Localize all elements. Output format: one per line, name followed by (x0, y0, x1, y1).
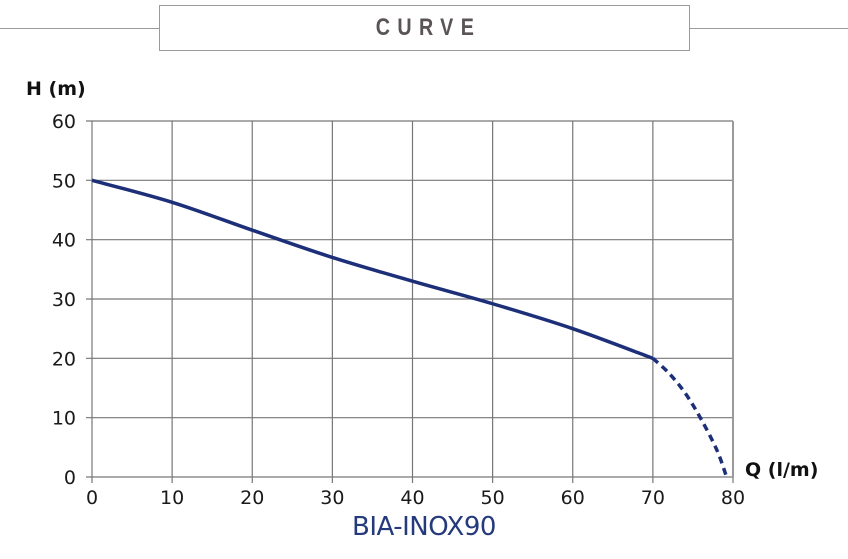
model-label: BIA-INOX90 (352, 512, 496, 542)
y-tick-label: 30 (52, 289, 76, 311)
x-tick-label: 40 (400, 487, 424, 509)
y-tick-label: 40 (52, 230, 76, 252)
header-rule-left (0, 28, 160, 29)
pump-curve-dashed (651, 357, 729, 478)
y-tick-label: 0 (64, 467, 76, 489)
x-tick-label: 70 (641, 487, 665, 509)
x-tick-label: 10 (160, 487, 184, 509)
pump-curve-solid (91, 178, 654, 360)
x-tick-label: 80 (721, 487, 745, 509)
y-tick-label: 20 (52, 348, 76, 370)
x-tick-label: 20 (240, 487, 264, 509)
x-tick-label: 0 (86, 487, 98, 509)
chart-title: CURVE (375, 14, 481, 41)
x-axis-label: Q (l/m) (745, 459, 818, 481)
x-tick-label: 50 (481, 487, 505, 509)
y-axis-label: H (m) (26, 78, 86, 100)
header-rule-right (690, 28, 848, 29)
x-tick-label: 60 (561, 487, 585, 509)
x-tick-label: 30 (320, 487, 344, 509)
y-tick-label: 60 (52, 111, 76, 133)
header-box: CURVE (159, 5, 690, 51)
y-tick-label: 50 (52, 170, 76, 192)
y-tick-label: 10 (52, 408, 76, 430)
